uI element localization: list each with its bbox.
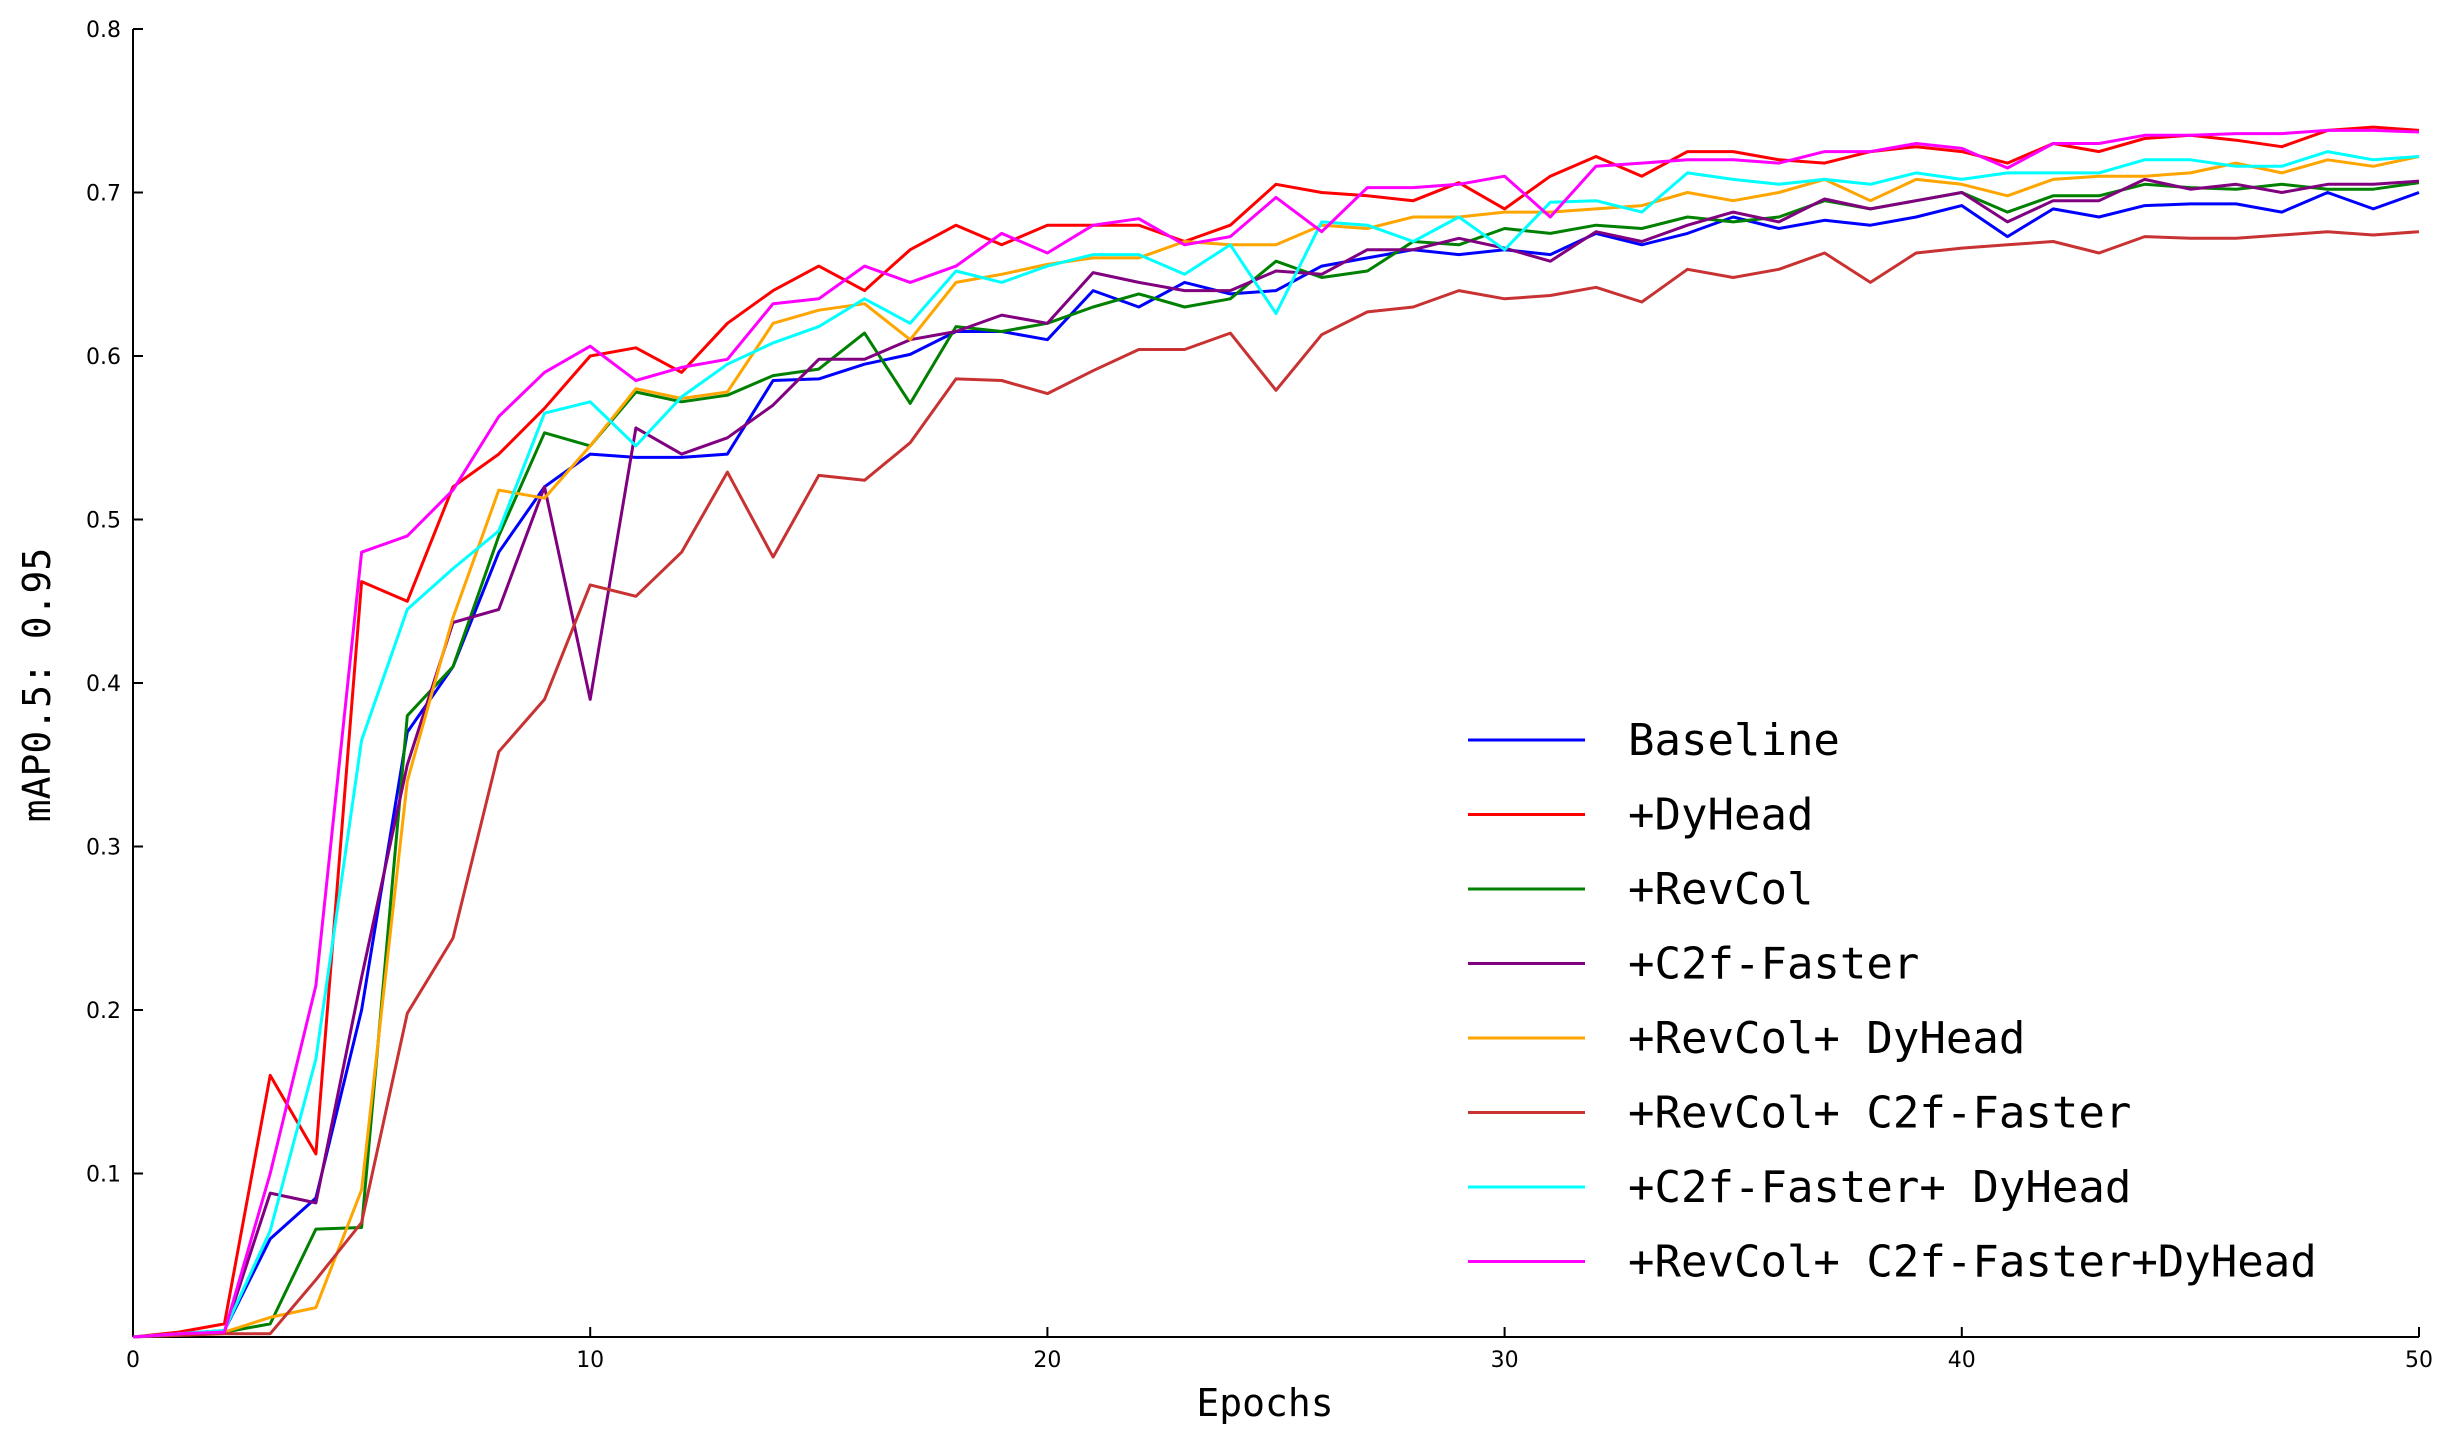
series-line-3 bbox=[132, 181, 2420, 1339]
legend-label: +DyHead bbox=[1628, 790, 1813, 841]
x-tick-label: 50 bbox=[2405, 1348, 2433, 1373]
series-line-6 bbox=[132, 230, 2420, 1339]
legend-label: +C2f-Faster+ DyHead bbox=[1628, 1162, 2131, 1213]
legend-label: +RevCol+ DyHead bbox=[1628, 1013, 2025, 1064]
series-line-2 bbox=[132, 125, 2420, 1339]
y-tick-label: 0.6 bbox=[86, 345, 121, 370]
series-line-5 bbox=[132, 155, 2420, 1339]
legend-label: +RevCol+ C2f-Faster+DyHead bbox=[1628, 1237, 2317, 1288]
series-line-4 bbox=[132, 177, 2420, 1339]
x-tick-label: 30 bbox=[1491, 1348, 1519, 1373]
x-axis-title: Epochs bbox=[1196, 1381, 1333, 1425]
x-tick-label: 0 bbox=[126, 1348, 140, 1373]
x-tick-label: 20 bbox=[1033, 1348, 1061, 1373]
series-line-8 bbox=[132, 128, 2420, 1339]
series-line-1 bbox=[132, 191, 2420, 1339]
y-tick-label: 0.2 bbox=[86, 999, 121, 1024]
legend: Baseline +DyHead +RevCol +C2f-Faster +RevCol… bbox=[1468, 715, 2317, 1288]
axes-layer: 0 10 20 30 40 50 0.1 0.2 0.3 0.4 0.5 0.6 0.7 0.8 bbox=[86, 18, 2433, 1373]
y-tick-label: 0.8 bbox=[86, 18, 121, 43]
x-tick-label: 40 bbox=[1948, 1348, 1976, 1373]
legend-label: +RevCol bbox=[1628, 864, 1813, 915]
y-tick-label: 0.1 bbox=[86, 1163, 121, 1188]
legend-label: +RevCol+ C2f-Faster bbox=[1628, 1088, 2131, 1139]
legend-label: Baseline bbox=[1628, 715, 1840, 766]
series-layer bbox=[132, 125, 2420, 1339]
series-line-7 bbox=[132, 150, 2420, 1339]
y-tick-label: 0.3 bbox=[86, 836, 121, 861]
legend-label: +C2f-Faster bbox=[1628, 939, 1919, 990]
y-tick-label: 0.7 bbox=[86, 182, 121, 207]
x-tick-label: 10 bbox=[576, 1348, 604, 1373]
y-axis-title: mAP0.5: 0.95 bbox=[15, 548, 59, 823]
y-tick-label: 0.4 bbox=[86, 672, 121, 697]
y-tick-label: 0.5 bbox=[86, 509, 121, 534]
